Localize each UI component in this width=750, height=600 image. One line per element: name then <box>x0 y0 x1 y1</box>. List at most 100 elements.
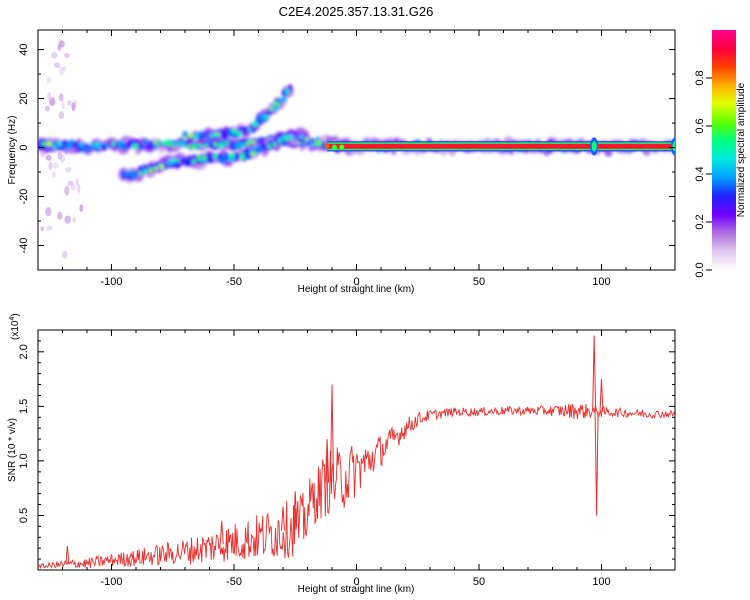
spectrogram-noise <box>58 93 64 102</box>
snr-xtick-label: 100 <box>592 576 610 588</box>
spectrogram-ylabel: Frequency (Hz) <box>7 116 18 185</box>
spectrogram-core <box>111 141 116 147</box>
spectrogram-band-dot <box>324 143 330 149</box>
spectrogram-noise <box>58 111 65 120</box>
colorbar-tick-label: 0.4 <box>694 166 706 181</box>
spectrogram-xlabel: Height of straight line (km) <box>298 284 415 295</box>
colorbar-tick-label: 0.8 <box>694 70 706 85</box>
snr-ylabel: SNR (10 * v/v) <box>7 418 18 482</box>
spectrogram-noise <box>51 171 56 178</box>
spectrogram-xtick-label: 50 <box>473 276 485 288</box>
spectrogram-noise <box>79 204 84 212</box>
colorbar-label: Normalized spectral amplitude <box>736 82 747 217</box>
spectrogram-panel: -100 -50 0 50 100 -40 -20 0 20 40 Height of stra… <box>7 29 676 295</box>
spectrogram-noise <box>46 225 54 230</box>
snr-xtick-label: 0 <box>353 576 359 588</box>
spectrogram-core <box>41 141 46 147</box>
spectrogram-core <box>262 114 270 120</box>
spectrogram-content <box>38 39 675 259</box>
spectrogram-core <box>181 141 186 148</box>
spectrogram-noise <box>45 105 50 112</box>
spectrogram-core <box>143 168 148 175</box>
spectrogram-noise <box>57 211 63 220</box>
spectrogram-core <box>154 139 159 146</box>
spectrogram-core <box>148 166 153 173</box>
snr-ytick-label: 1.0 <box>18 453 30 468</box>
spectrogram-noise <box>59 40 65 48</box>
spectrogram-spike-core <box>591 141 597 152</box>
spectrogram-ytick-label: 0 <box>18 144 30 150</box>
spectrogram-core <box>169 158 176 164</box>
spectrogram-noise <box>71 102 76 112</box>
spectrogram-core <box>52 145 56 150</box>
spectrogram-core <box>170 143 176 147</box>
colorbar-tick-label: 0.6 <box>694 118 706 133</box>
spectrogram-core <box>56 141 63 147</box>
spectrogram-ridge-upper-branch <box>181 84 294 145</box>
spectrogram-core <box>202 143 208 148</box>
spectrogram-core <box>228 152 235 160</box>
snr-ytick-label: 0.5 <box>18 508 30 523</box>
spectrogram-cell <box>278 97 288 103</box>
spectrogram-core <box>299 134 304 139</box>
spectrogram-noise <box>70 183 76 191</box>
spectrogram-noise <box>48 161 53 171</box>
snr-xtick-label: -100 <box>100 576 122 588</box>
spectrogram-core <box>158 141 166 145</box>
spectrogram-core <box>45 140 52 147</box>
spectrogram-noise <box>64 215 71 224</box>
spectrogram-xtick-label: -100 <box>100 276 122 288</box>
spectrogram-core <box>191 159 196 164</box>
spectrogram-core <box>138 171 142 176</box>
spectrogram-xtick-label: 100 <box>592 276 610 288</box>
snr-panel: -100 -50 0 50 100 0.5 1.0 1.5 2.0 Height of str… <box>7 313 676 595</box>
spectrogram-core <box>267 143 271 149</box>
spectrogram-core <box>248 128 252 132</box>
spectrogram-core <box>213 132 221 137</box>
spectrogram-y-axis: -40 -20 0 20 40 <box>18 43 675 271</box>
spectrogram-core <box>183 136 187 141</box>
spectrogram-core <box>187 143 191 150</box>
snr-peak <box>129 551 134 559</box>
spectrogram-core <box>158 164 165 170</box>
spectrogram-core <box>154 166 158 171</box>
spectrogram-core <box>131 143 139 150</box>
spectrogram-ytick-label: -40 <box>18 238 30 254</box>
spectrogram-noise <box>40 226 45 232</box>
spectrogram-core <box>245 140 251 146</box>
spectrogram-core <box>187 133 194 138</box>
snr-line <box>38 403 675 570</box>
spectrogram-core <box>78 143 84 147</box>
spectrogram-band-core <box>327 143 675 149</box>
colorbar-tick-label: 0.0 <box>694 262 706 277</box>
spectrogram-core <box>273 101 280 107</box>
snr-xtick-label: -50 <box>226 576 242 588</box>
spectrogram-noise <box>47 91 52 101</box>
snr-peak <box>594 411 599 516</box>
spectrogram-xtick-label: -50 <box>226 276 242 288</box>
spectrogram-core <box>315 139 322 146</box>
spectrogram-core <box>202 155 207 161</box>
spectrogram-band-dot <box>339 144 345 150</box>
snr-multiplier-suffix: ) <box>10 313 21 316</box>
spectrogram-core <box>249 151 257 156</box>
snr-peak <box>65 545 70 565</box>
spectrogram-core <box>235 143 239 148</box>
spectrogram-noise <box>45 154 52 161</box>
spectrogram-core <box>175 141 181 146</box>
spectrogram-noise <box>64 185 70 196</box>
spectrogram-noise <box>77 183 81 194</box>
spectrogram-noise <box>50 52 58 59</box>
spectrogram-core <box>231 128 236 135</box>
spectrogram-ytick-label: -20 <box>18 189 30 205</box>
spectrogram-core <box>213 153 218 160</box>
snr-peak <box>599 379 604 412</box>
spectrogram-core <box>282 135 289 141</box>
spectrogram-x-axis: -100 -50 0 50 100 <box>37 30 676 288</box>
spectrogram-core <box>191 143 198 150</box>
spectrogram-noise <box>54 62 61 69</box>
spectrogram-core <box>235 130 243 137</box>
spectrogram-core <box>213 141 219 147</box>
spectrogram-ridge-lower-branch <box>118 127 312 184</box>
